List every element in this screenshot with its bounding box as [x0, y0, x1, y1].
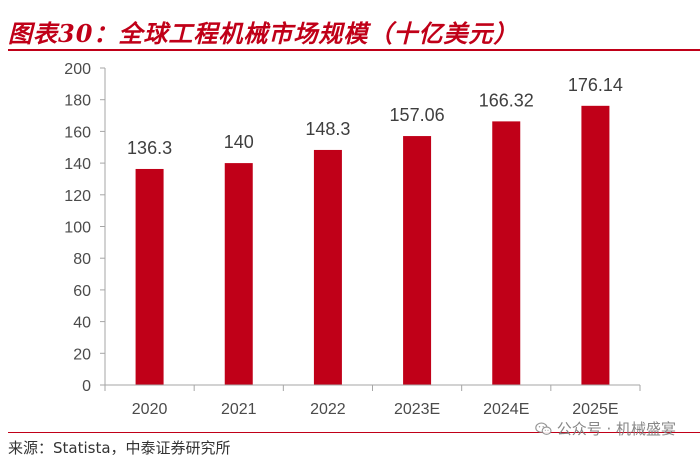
- y-tick-label: 200: [64, 61, 91, 78]
- y-tick-label: 180: [64, 93, 91, 110]
- watermark: 公众号 · 机械盛宴: [534, 418, 676, 439]
- y-tick-label: 80: [73, 251, 91, 268]
- data-label-2020: 136.3: [127, 138, 172, 158]
- source-note: 来源：Statista，中泰证券研究所: [8, 439, 231, 457]
- data-label-2023e: 157.06: [390, 105, 445, 125]
- bar-2022: [313, 149, 342, 385]
- bar-2021: [224, 163, 253, 385]
- y-axis: 0 20 40 60 80 100 120 140 160 180 200: [64, 61, 106, 395]
- x-tick-label-2022: 2022: [310, 401, 346, 418]
- x-tick-label-2023e: 2023E: [394, 401, 440, 418]
- data-label-2025e: 176.14: [568, 75, 623, 95]
- x-tick-label-2021: 2021: [221, 401, 257, 418]
- data-label-2022: 148.3: [305, 119, 350, 139]
- bar-chart: 0 20 40 60 80 100 120 140 160 180 200 136.3 140 148.…: [64, 61, 641, 418]
- data-label-2024e: 166.32: [479, 90, 534, 110]
- bar-2020: [135, 168, 164, 385]
- figure-title: 图表30：全球工程机械市场规模（十亿美元）: [8, 19, 519, 48]
- data-label-2021: 140: [224, 132, 254, 152]
- bar-2024e: [492, 121, 521, 385]
- bars: 136.3 140 148.3 157.06 166.32 176.14: [127, 75, 623, 385]
- wechat-icon: [534, 422, 552, 435]
- bar-2025e: [581, 105, 610, 385]
- x-tick-label-2025e: 2025E: [572, 401, 618, 418]
- x-tick-label-2020: 2020: [132, 401, 168, 418]
- y-tick-label: 60: [73, 283, 91, 300]
- watermark-text: 公众号 · 机械盛宴: [556, 420, 676, 438]
- y-tick-label: 100: [64, 220, 91, 237]
- y-tick-label: 20: [73, 346, 91, 363]
- title-divider: [8, 49, 700, 51]
- bar-2023e: [403, 136, 432, 385]
- y-tick-label: 40: [73, 315, 91, 332]
- bottom-divider: [8, 432, 700, 433]
- y-tick-label: 160: [64, 124, 91, 141]
- y-tick-label: 120: [64, 188, 91, 205]
- y-tick-label: 0: [82, 378, 91, 395]
- x-axis: 2020 2021 2022 2023E 2024E 2025E: [104, 384, 641, 418]
- y-tick-label: 140: [64, 156, 91, 173]
- x-tick-label-2024e: 2024E: [483, 401, 529, 418]
